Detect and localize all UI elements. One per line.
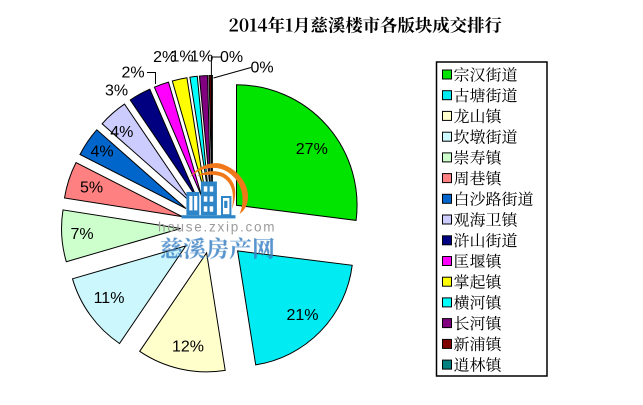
svg-text:2%: 2% (121, 65, 144, 82)
svg-text:4%: 4% (110, 124, 133, 141)
svg-text:1%: 1% (190, 49, 213, 66)
svg-text:house.zxip.com: house.zxip.com (158, 220, 276, 235)
svg-text:2%: 2% (153, 49, 176, 66)
svg-text:0%: 0% (220, 49, 243, 66)
svg-text:7%: 7% (70, 226, 93, 243)
svg-text:5%: 5% (80, 180, 103, 197)
svg-text:11%: 11% (94, 290, 125, 307)
svg-text:21%: 21% (286, 307, 318, 324)
svg-text:27%: 27% (296, 141, 328, 158)
svg-text:1%: 1% (170, 49, 193, 66)
svg-text:3%: 3% (105, 83, 128, 100)
svg-text:0%: 0% (250, 60, 273, 77)
svg-text:4%: 4% (90, 144, 113, 161)
svg-text:12%: 12% (172, 339, 204, 356)
